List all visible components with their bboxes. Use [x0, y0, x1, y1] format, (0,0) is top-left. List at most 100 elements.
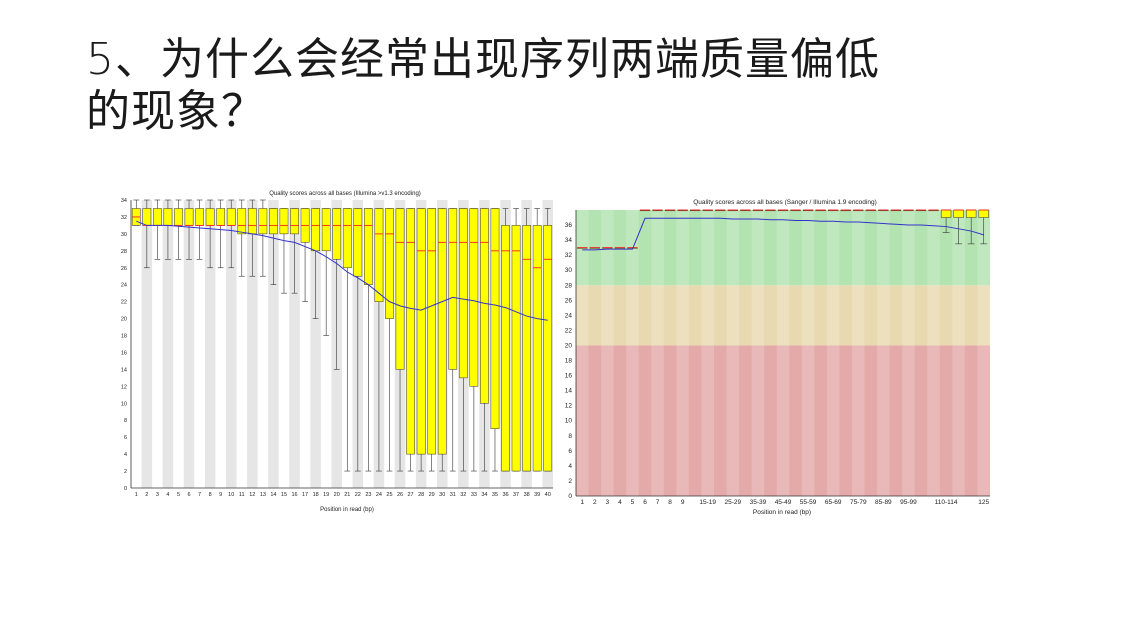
mean-line: [582, 217, 984, 251]
x-tick-label: 15-19: [699, 499, 716, 506]
column-stripe: [204, 200, 216, 488]
x-tick-label: 125: [978, 499, 989, 506]
iqr-box: [142, 208, 152, 226]
x-tick-label: 17: [302, 492, 308, 498]
x-tick-label: 18: [313, 492, 319, 498]
x-tick-label: 95-99: [900, 499, 917, 506]
x-tick-label: 55-59: [800, 499, 817, 506]
column-stripe: [701, 210, 714, 496]
iqr-box: [522, 225, 531, 472]
iqr-box: [427, 208, 437, 455]
y-tick-label: 28: [565, 282, 573, 289]
x-tick-label: 27: [408, 492, 414, 498]
iqr-box: [543, 225, 553, 472]
iqr-box: [163, 208, 173, 226]
quality-chart-sanger: Quality scores across all bases (Sanger …: [565, 199, 990, 516]
x-tick-label: 9: [681, 499, 685, 506]
column-stripe: [726, 210, 740, 496]
y-tick-label: 12: [565, 403, 573, 410]
y-tick-label: 32: [121, 215, 127, 221]
x-tick-label: 1: [135, 492, 138, 498]
iqr-box: [395, 208, 405, 370]
x-tick-label: 24: [376, 492, 382, 498]
x-tick-label: 7: [656, 499, 660, 506]
iqr-box: [501, 225, 510, 472]
x-tick-label: 10: [228, 492, 234, 498]
column-stripe: [268, 200, 279, 488]
x-tick-label: 25-29: [725, 499, 742, 506]
iqr-box: [290, 208, 299, 235]
x-tick-label: 8: [209, 492, 212, 498]
iqr-box: [311, 208, 320, 252]
y-tick-label: 28: [121, 249, 127, 255]
x-tick-label: 38: [524, 492, 530, 498]
x-tick-label: 16: [291, 492, 297, 498]
y-tick-label: 10: [121, 401, 127, 407]
x-tick-label: 12: [249, 492, 255, 498]
quality-band: [576, 210, 990, 286]
chart-title: Quality scores across all bases (Sanger …: [693, 199, 877, 206]
x-tick-label: 4: [618, 499, 622, 506]
y-tick-label: 22: [565, 327, 573, 334]
x-tick-label: 8: [668, 499, 672, 506]
x-tick-label: 36: [502, 492, 508, 498]
x-tick-label: 110-114: [935, 499, 958, 506]
x-tick-label: 35: [492, 492, 498, 498]
iqr-box: [247, 208, 257, 235]
x-tick-label: 75-79: [850, 499, 867, 506]
x-tick-label: 28: [418, 492, 424, 498]
iqr-box: [353, 208, 363, 277]
iqr-box: [279, 208, 289, 235]
x-tick-label: 5: [631, 499, 635, 506]
iqr-box: [332, 208, 342, 260]
x-tick-label: 33: [471, 492, 477, 498]
column-stripe: [601, 210, 614, 496]
x-tick-label: 3: [156, 492, 159, 498]
column-stripe: [225, 200, 237, 488]
column-stripe: [902, 210, 915, 496]
y-tick-label: 36: [565, 222, 573, 229]
column-stripe: [576, 210, 589, 496]
x-tick-label: 45-49: [775, 499, 792, 506]
y-tick-label: 26: [121, 266, 127, 272]
column-stripe: [626, 210, 639, 496]
x-tick-label: 2: [145, 492, 148, 498]
column-stripe: [927, 210, 940, 496]
iqr-box: [374, 208, 384, 302]
column-stripe: [801, 210, 815, 496]
column-stripe: [247, 200, 258, 488]
y-tick-label: 24: [121, 283, 127, 289]
iqr-box: [469, 208, 479, 387]
y-tick-label: 34: [565, 237, 573, 244]
y-tick-label: 32: [565, 252, 573, 259]
x-tick-label: 32: [460, 492, 466, 498]
column-stripe: [289, 200, 300, 488]
chart-title: Quality scores across all bases (Illumin…: [269, 191, 421, 197]
quality-band: [576, 345, 990, 496]
y-tick-label: 14: [565, 388, 573, 395]
x-tick-label: 21: [344, 492, 350, 498]
y-tick-label: 22: [121, 300, 127, 306]
y-tick-label: 2: [124, 469, 127, 475]
column-stripe: [651, 210, 664, 496]
x-tick-label: 85-89: [875, 499, 892, 506]
y-tick-label: 8: [124, 418, 127, 424]
iqr-box: [385, 208, 394, 319]
iqr-box: [490, 208, 500, 429]
iqr-box: [953, 209, 964, 218]
iqr-box: [321, 208, 331, 252]
x-tick-label: 15: [281, 492, 287, 498]
iqr-box: [480, 208, 489, 404]
iqr-box: [406, 208, 415, 455]
x-axis-label: Position in read (bp): [320, 507, 374, 513]
iqr-box: [269, 208, 278, 235]
iqr-box: [437, 208, 447, 455]
x-tick-label: 29: [429, 492, 435, 498]
x-tick-label: 14: [270, 492, 276, 498]
iqr-box: [258, 208, 268, 235]
y-tick-label: 6: [124, 435, 127, 441]
column-stripe: [162, 200, 174, 488]
y-tick-label: 4: [124, 452, 127, 458]
y-tick-label: 16: [565, 373, 573, 380]
iqr-box: [184, 208, 194, 226]
